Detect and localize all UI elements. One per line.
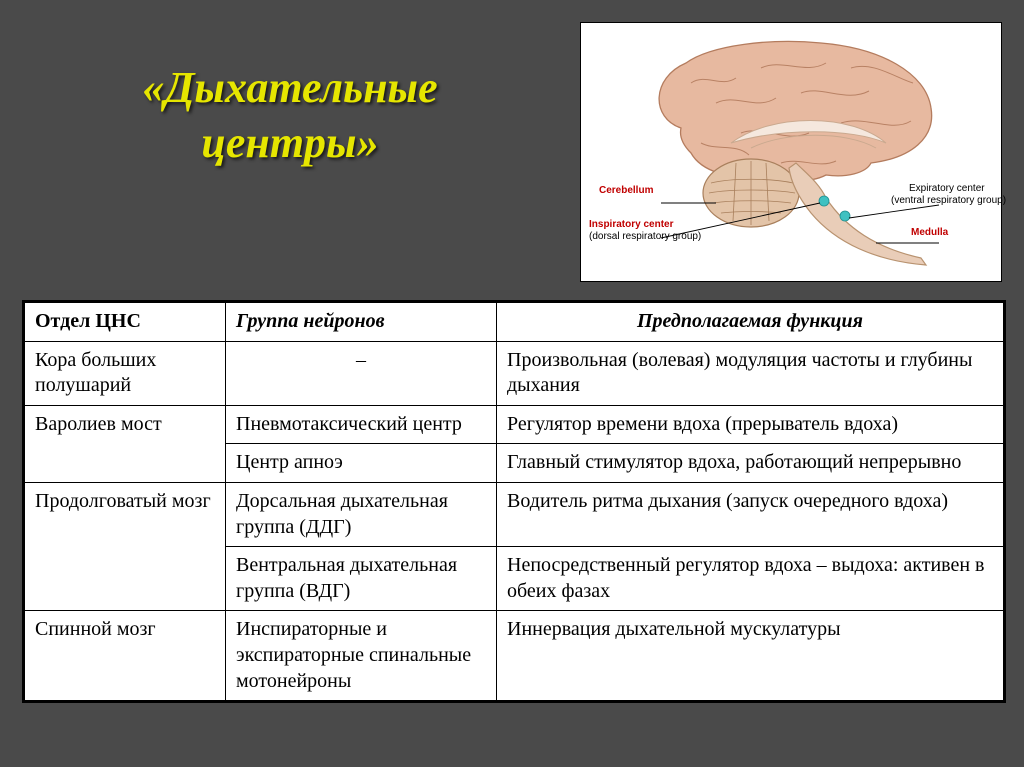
cell-group: Дорсальная дыха­тельная группа (ДДГ) — [226, 482, 497, 546]
label-expiratory: Expiratory center — [909, 183, 985, 194]
label-expiratory-sub: (ventral respiratory group) — [891, 195, 1006, 206]
cell-func: Произвольная (волевая) модуляция частоты… — [497, 341, 1004, 405]
label-inspiratory-sub: (dorsal respiratory group) — [589, 231, 701, 242]
label-inspiratory: Inspiratory center — [589, 219, 673, 230]
cell-group: Пневмотаксический центр — [226, 405, 497, 444]
cell-func: Главный стимулятор вдоха, работающий неп… — [497, 444, 1004, 483]
th-group: Группа нейронов — [226, 303, 497, 342]
cell-func: Регулятор времени вдоха (прерыватель вдо… — [497, 405, 1004, 444]
brain-diagram: Cerebellum Inspiratory center (dorsal re… — [580, 22, 1002, 282]
table-row: Спинной мозг Инспираторные и экспираторн… — [25, 611, 1004, 701]
cell-func: Непосредственный регулятор вдоха – выдох… — [497, 547, 1004, 611]
cell-section: Спинной мозг — [25, 611, 226, 701]
respiratory-centers-table: Отдел ЦНС Группа нейронов Предполагаемая… — [22, 300, 1006, 703]
label-medulla: Medulla — [911, 227, 948, 238]
cell-func: Водитель ритма дыхания (запуск очередног… — [497, 482, 1004, 546]
label-cerebellum: Cerebellum — [599, 185, 653, 196]
table-row: Кора больших полушарий – Произвольная (в… — [25, 341, 1004, 405]
table-row: Варолиев мост Пневмотаксический центр Ре… — [25, 405, 1004, 444]
cell-section: Кора больших полушарий — [25, 341, 226, 405]
table-header-row: Отдел ЦНС Группа нейронов Предполагаемая… — [25, 303, 1004, 342]
cell-group: Инспираторные и экспираторные спинальные… — [226, 611, 497, 701]
th-section: Отдел ЦНС — [25, 303, 226, 342]
th-function: Предполагаемая функция — [497, 303, 1004, 342]
cell-group: Центр апноэ — [226, 444, 497, 483]
cell-section: Продолговатый мозг — [25, 482, 226, 610]
table-row: Продолговатый мозг Дорсальная дыха­тельн… — [25, 482, 1004, 546]
cell-func: Иннервация дыхательной мускулатуры — [497, 611, 1004, 701]
slide-title: «Дыхательные центры» — [60, 60, 520, 170]
cell-group: Вентральная дыха­тельная группа (ВДГ) — [226, 547, 497, 611]
cell-section: Варолиев мост — [25, 405, 226, 482]
cell-group: – — [226, 341, 497, 405]
